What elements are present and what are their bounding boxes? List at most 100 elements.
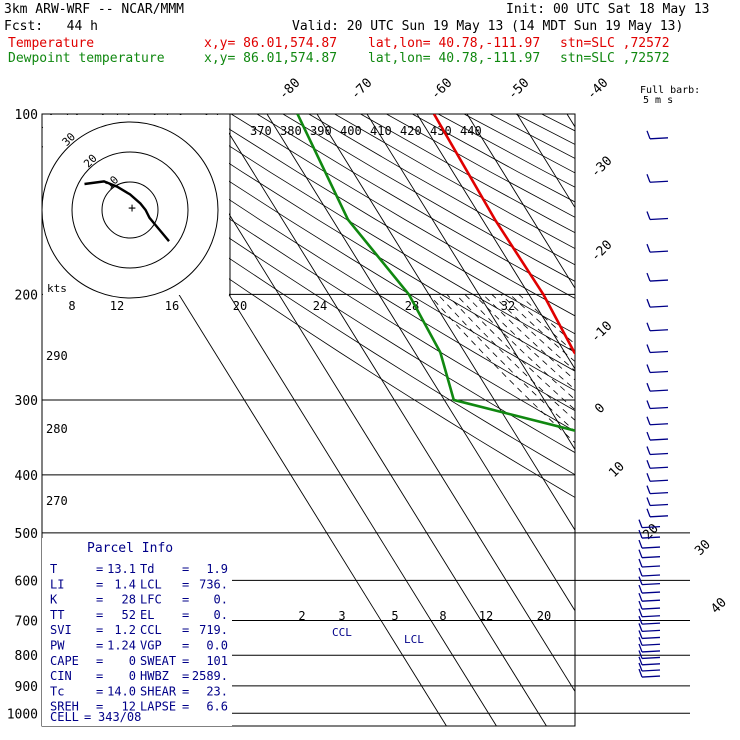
- dry-adiabat-line: [256, 114, 575, 299]
- theta-tick-label: 370: [250, 124, 272, 138]
- isotherm-tick-label: -20: [588, 238, 615, 265]
- temperature-station: stn=SLC ,72572: [560, 36, 670, 51]
- mixing-ratio-label: 2: [298, 609, 305, 623]
- wind-barb-flag: [646, 431, 651, 441]
- parcel-param-value: 1.24: [107, 639, 136, 653]
- parcel-param-value: 0: [129, 654, 136, 668]
- wind-barb: [649, 329, 669, 332]
- cell-label: CELL: [50, 710, 79, 724]
- parcel-param-label: LAPSE: [140, 700, 176, 714]
- isotherm-tick-label: -50: [505, 76, 532, 103]
- dry-adiabat-line: [42, 145, 575, 498]
- wind-barb: [649, 137, 669, 140]
- wind-barb: [641, 536, 661, 539]
- wind-barb: [649, 389, 669, 392]
- wind-barb: [649, 250, 669, 253]
- hodo-speed-label: 8: [68, 299, 75, 313]
- theta-tick-label: 400: [340, 124, 362, 138]
- moist-adiabat-line: [482, 294, 575, 381]
- isotherm-line: [566, 114, 575, 128]
- wind-barb: [649, 503, 669, 507]
- cell-separator: =: [84, 710, 91, 724]
- pressure-tick-label: 500: [15, 527, 38, 542]
- dry-adiabat-line: [412, 114, 575, 203]
- moist-adiabat-line: [455, 294, 575, 411]
- wind-barb: [641, 556, 661, 559]
- isotherm-tick-label: 20: [640, 521, 662, 543]
- wind-barb-flag: [646, 322, 651, 332]
- hodo-trace: [84, 180, 170, 242]
- parcel-separator: =: [96, 700, 103, 714]
- moist-adiabat-line: [509, 294, 575, 354]
- wind-barb: [649, 479, 669, 482]
- model-title: 3km ARW-WRF -- NCAR/MMM: [4, 2, 185, 17]
- wind-barb: [649, 279, 669, 282]
- hodo-speed-label: 12: [110, 299, 124, 313]
- dewpoint-trace: [296, 114, 575, 432]
- wind-barb: [641, 629, 661, 633]
- hodo-ring: [41, 121, 219, 299]
- dry-adiabat-line: [49, 114, 575, 454]
- parcel-param-label: SVI: [50, 623, 72, 637]
- wind-barb: [649, 217, 669, 221]
- parcel-param-label: LI: [50, 577, 64, 591]
- wind-barb: [641, 636, 661, 640]
- parcel-param-value: 1.9: [206, 562, 228, 576]
- parcel-param-label: HWBZ: [140, 669, 169, 683]
- hodo-kts-label: kts: [47, 282, 67, 295]
- wind-barb: [641, 656, 661, 660]
- parcel-param-value: 2589.: [192, 669, 228, 683]
- wind-barb: [641, 663, 661, 666]
- parcel-param-label: PW: [50, 639, 65, 653]
- parcel-param-value: 719.: [199, 623, 228, 637]
- wind-barb-flag: [646, 416, 651, 425]
- parcel-param-label: SHEAR: [140, 684, 177, 698]
- wind-barb-flag: [646, 473, 651, 482]
- parcel-param-value: 13.1: [107, 562, 136, 576]
- parcel-title: Parcel Info: [87, 541, 173, 556]
- wind-barb: [641, 622, 661, 625]
- parcel-separator: =: [182, 669, 189, 683]
- wind-barb-flag: [638, 650, 643, 659]
- pressure-tick-label: 1000: [7, 707, 38, 722]
- parcel-param-value: 23.: [206, 684, 228, 698]
- wind-barb: [649, 180, 669, 183]
- isotherm-tick-label: -60: [428, 76, 455, 103]
- isotherm-line: [316, 114, 575, 531]
- isotherm-line: [216, 114, 575, 693]
- moist-adiabat-line: [428, 294, 575, 444]
- parcel-separator: =: [182, 654, 189, 668]
- parcel-param-label: LCL: [140, 577, 162, 591]
- wind-barb-flag: [646, 382, 651, 392]
- wind-barb-flag: [646, 364, 651, 373]
- theta-side-label: 290: [46, 349, 68, 363]
- wind-barb-flag: [638, 643, 643, 653]
- parcel-separator: =: [96, 608, 103, 622]
- wind-barb: [641, 615, 661, 618]
- moist-adiabat-line: [446, 294, 575, 421]
- mixing-ratio-label: 5: [391, 609, 398, 623]
- parcel-param-label: CAPE: [50, 654, 79, 668]
- theta-tick-label: 390: [310, 124, 332, 138]
- isotherm-line: [416, 114, 575, 370]
- theta-tick-label: 380: [280, 124, 302, 138]
- wind-barb: [641, 591, 661, 594]
- barb-header-line1: Full barb:: [640, 85, 700, 96]
- temperature-latlon: lat,lon= 40.78,-111.97: [368, 36, 541, 51]
- wind-barb-flag: [638, 567, 643, 577]
- parcel-separator: =: [182, 684, 189, 698]
- wind-barb: [641, 599, 661, 602]
- theta-side-label: 280: [46, 422, 68, 436]
- wind-barb: [641, 650, 661, 653]
- wind-barb-flag: [638, 558, 643, 568]
- dry-adiabat-line: [75, 114, 575, 432]
- parcel-separator: =: [182, 608, 189, 622]
- trace-layer: [296, 114, 575, 432]
- mixing-ratio-label: 12: [479, 609, 493, 623]
- dry-adiabat-line: [127, 114, 575, 392]
- parcel-separator: =: [96, 684, 103, 698]
- parcel-param-value: 12: [122, 700, 136, 714]
- wind-barb: [641, 574, 661, 577]
- wind-barb-flag: [638, 637, 643, 646]
